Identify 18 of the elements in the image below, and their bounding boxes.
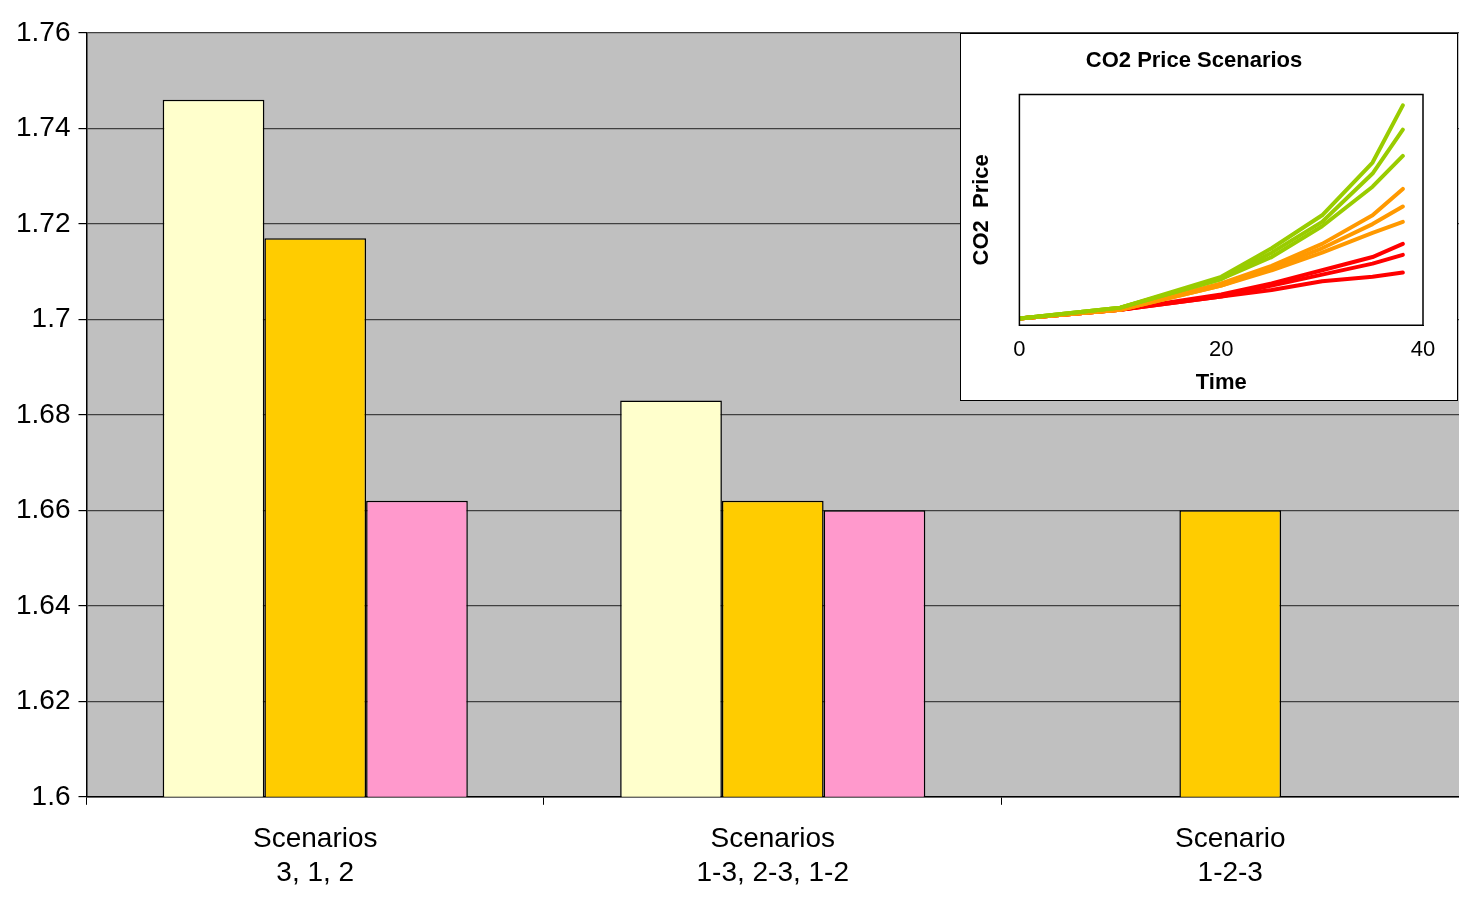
x-tick-label: Scenario 1-2-3	[1174, 822, 1286, 887]
y-tick-label: 1.74	[16, 111, 71, 143]
x-tick-label: 20	[1208, 336, 1234, 362]
y-tick-label: 1.7	[31, 302, 71, 334]
y-tick-label: 1.62	[16, 684, 71, 716]
y-tick-label: 1.6	[31, 779, 71, 811]
y-tick-label: 1.76	[16, 15, 71, 47]
x-tick-label: Scenarios 3, 1, 2	[252, 822, 378, 887]
y-tick-label: 1.66	[16, 493, 71, 525]
x-tick-label: 0	[1013, 336, 1026, 362]
y-tick-label: 1.72	[16, 206, 71, 238]
chart-title: CO2 Price Scenarios	[1085, 47, 1303, 73]
y-tick-label: 1.68	[16, 397, 71, 429]
x-axis-title: Time	[1195, 368, 1247, 394]
y-tick-label: 1.64	[16, 588, 71, 620]
y-axis-title: CO2 Price	[968, 154, 994, 266]
x-tick-label: 40	[1410, 336, 1436, 362]
x-tick-label: Scenarios 1-3, 2-3, 1-2	[696, 822, 850, 887]
